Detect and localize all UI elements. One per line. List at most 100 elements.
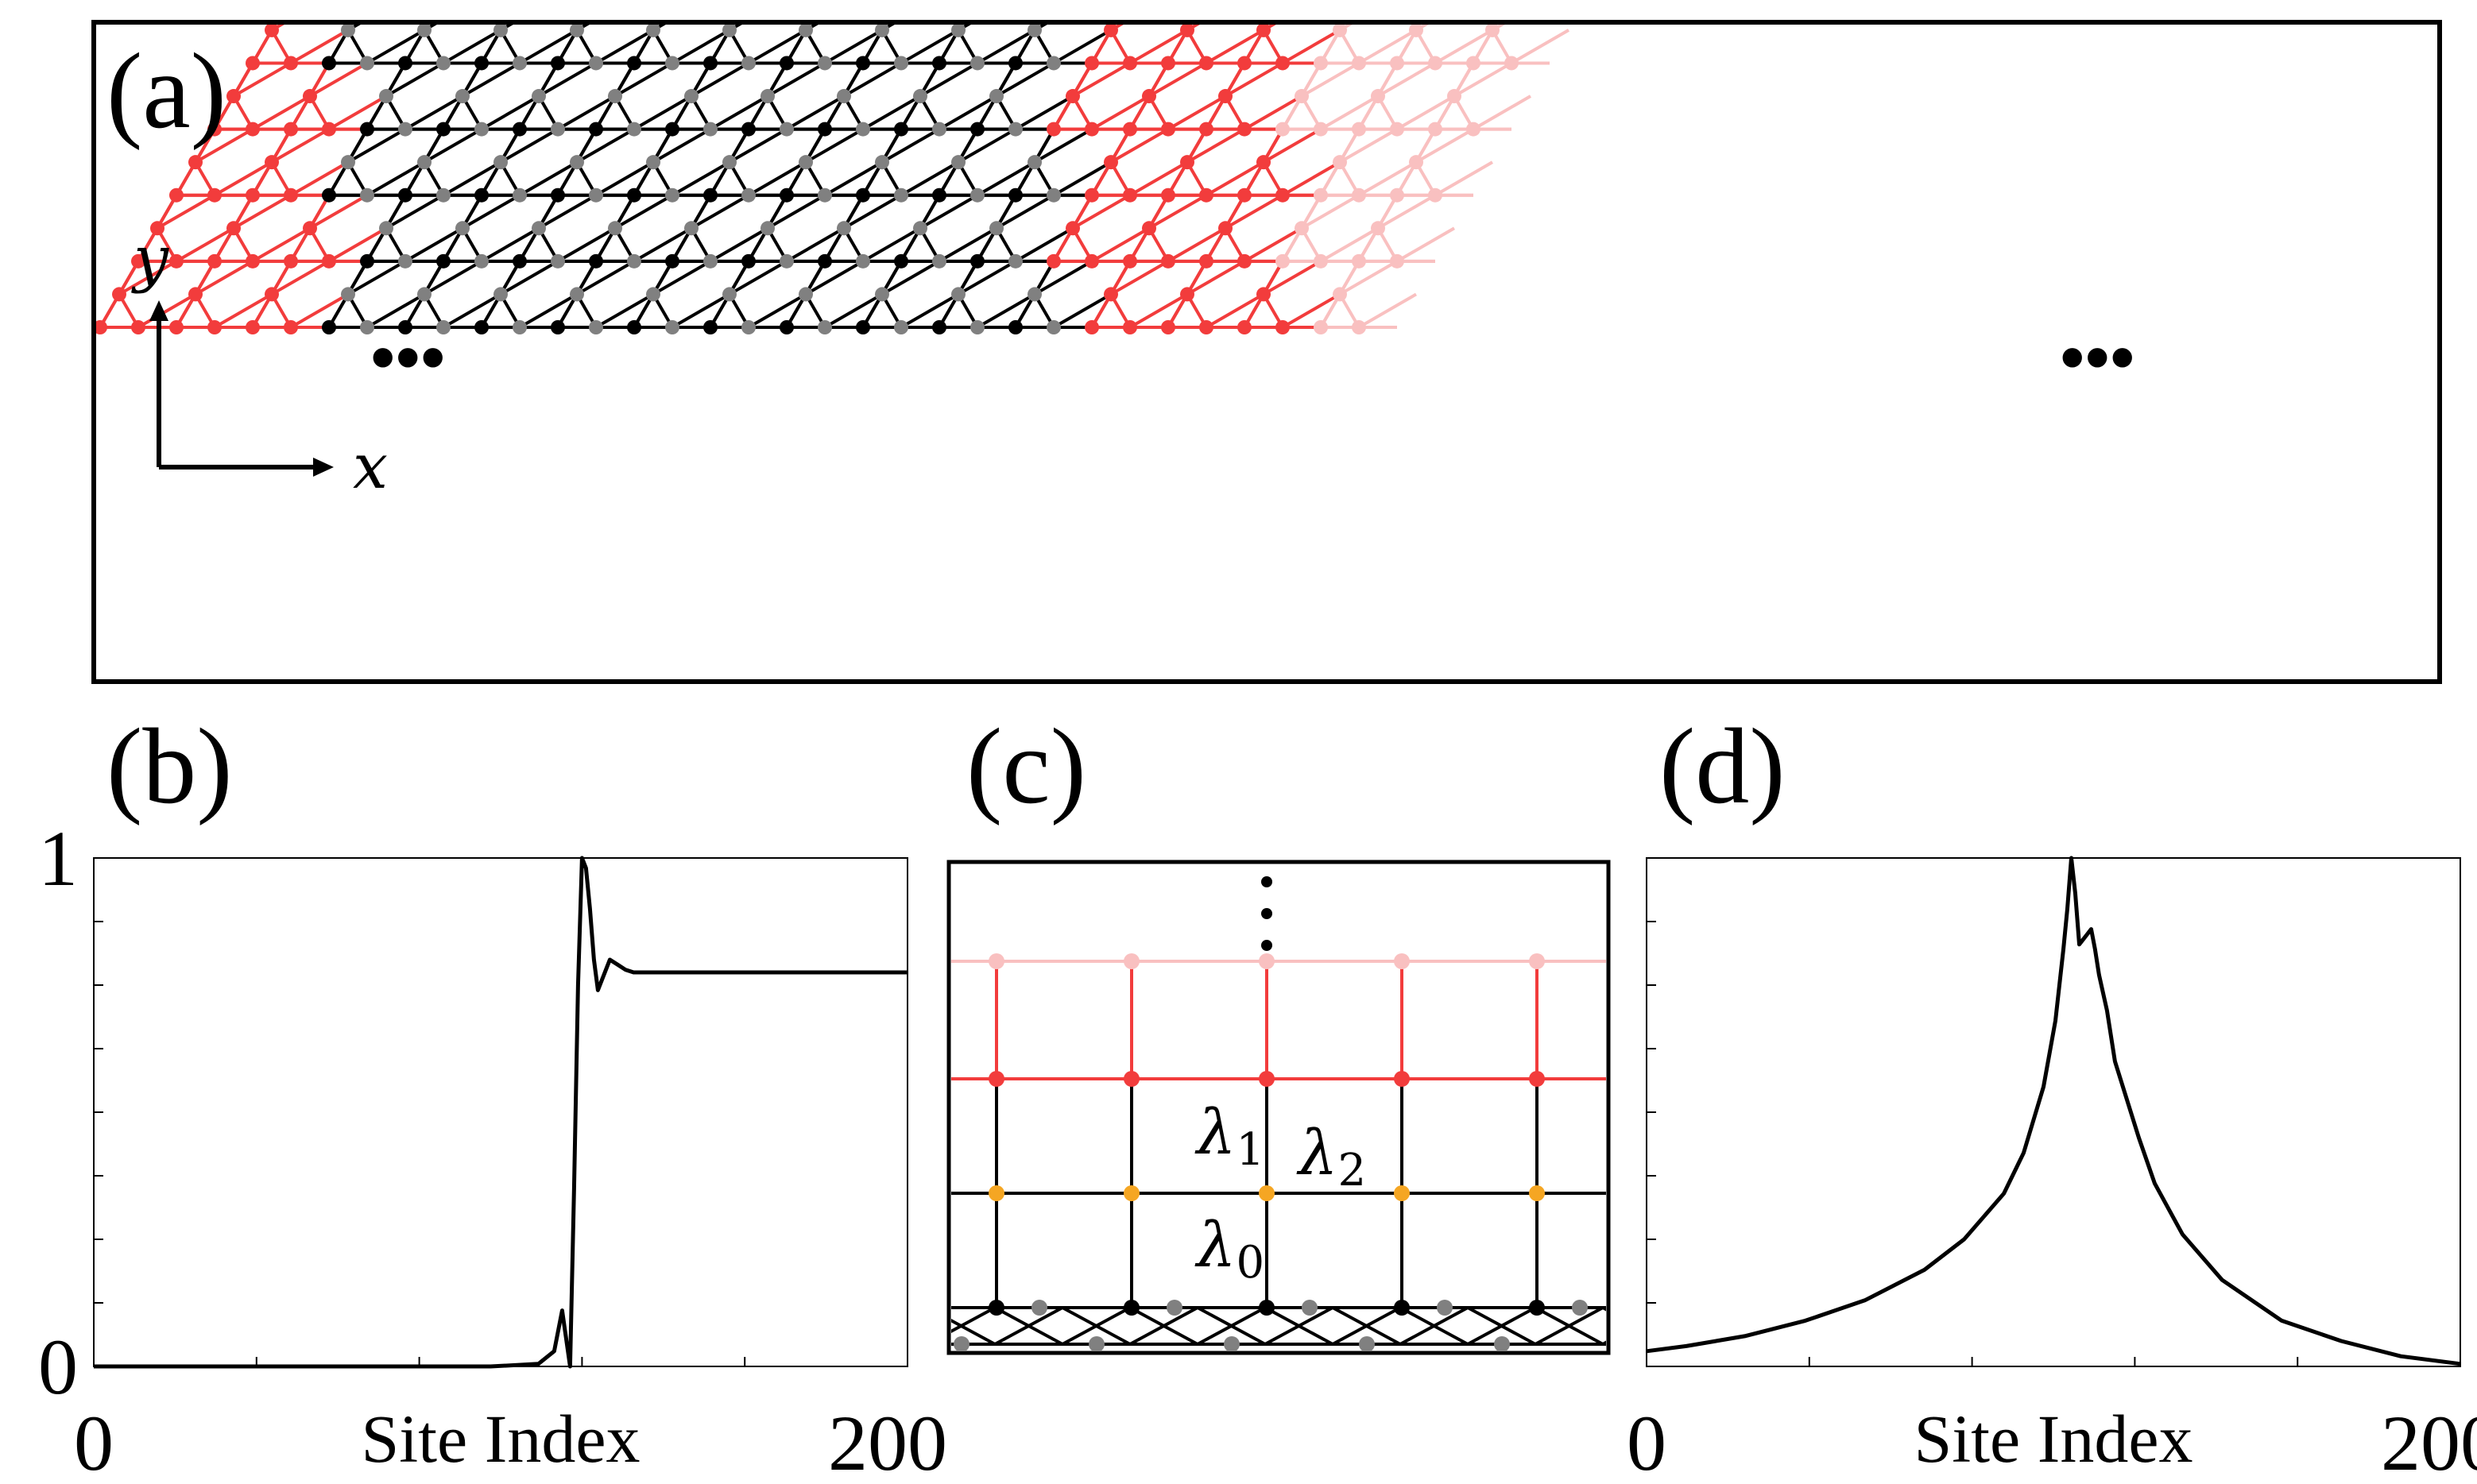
lattice-site: [532, 221, 546, 236]
ellipsis-dot: [1261, 940, 1272, 951]
lattice-bond: [958, 260, 1016, 296]
lattice-site: [1352, 320, 1366, 334]
layer-site: [1529, 1185, 1545, 1201]
lattice-site: [894, 187, 908, 203]
lattice-site: [1085, 0, 1099, 4]
panel-d: (d) 0 200 Site Index: [1627, 707, 2477, 1484]
lattice-bond: [1071, 61, 1132, 98]
edge-site: [1302, 1300, 1318, 1316]
lattice-site: [398, 56, 412, 71]
lattice-site: [1085, 56, 1099, 71]
panel-b-frame: [93, 857, 908, 1367]
lattice-bond: [1243, 95, 1303, 131]
lattice-site: [1352, 122, 1366, 137]
lattice-site: [1333, 25, 1347, 37]
lattice-bond: [881, 127, 940, 164]
lattice-site: [303, 221, 317, 236]
lattice-bond: [519, 29, 578, 65]
lattice-site: [246, 122, 260, 137]
lattice-site: [627, 253, 641, 269]
lattice-bond: [900, 292, 959, 329]
lattice-site: [436, 253, 451, 269]
lattice-site: [379, 89, 393, 104]
lattice-site: [1104, 287, 1118, 302]
lattice-bond: [443, 292, 501, 329]
lattice-site: [436, 0, 451, 4]
lattice-bond: [443, 29, 501, 65]
lattice-site: [1142, 89, 1156, 104]
lattice-site: [398, 122, 412, 137]
ellipsis-dot: [1261, 876, 1272, 887]
data-line: [94, 856, 908, 1369]
lattice-site: [1066, 221, 1080, 236]
lattice-site: [1047, 0, 1061, 4]
layer-site: [989, 953, 1004, 969]
lattice-site: [932, 0, 946, 4]
lattice-bond: [308, 61, 369, 98]
lattice-site: [246, 56, 260, 71]
lattice-site: [837, 221, 851, 236]
lattice-site: [627, 0, 641, 4]
lattice-site: [246, 320, 260, 334]
edge-site: [1224, 1336, 1240, 1351]
lattice-site: [1352, 253, 1366, 269]
lattice-site: [780, 187, 794, 203]
lattice-site: [379, 221, 393, 236]
lattice-bond: [1358, 29, 1417, 65]
lattice-bond: [595, 292, 654, 329]
lattice-bond: [748, 29, 807, 65]
lattice-site: [722, 25, 737, 37]
lattice-bond: [1186, 127, 1245, 164]
lattice-bond: [385, 193, 444, 230]
lattice-site: [551, 122, 565, 137]
lattice-bond: [290, 29, 349, 65]
lattice-bond: [1377, 193, 1436, 230]
lattice-bond: [995, 61, 1055, 98]
lattice-bond: [671, 29, 730, 65]
lattice-site: [1047, 253, 1061, 269]
lattice-bond: [1434, 160, 1494, 197]
lattice-bond: [1415, 127, 1474, 164]
lattice-bond: [195, 127, 254, 164]
lattice-bond: [347, 127, 406, 164]
lattice-bond: [424, 127, 482, 164]
lattice-bond: [1129, 29, 1188, 65]
lattice-site: [1199, 56, 1213, 71]
lattice-site: [1218, 89, 1233, 104]
lattice-site: [1409, 155, 1423, 170]
lattice-site: [188, 287, 203, 302]
lattice-site: [1199, 320, 1213, 334]
lattice-bond: [1300, 61, 1360, 98]
lattice-bond: [633, 95, 693, 131]
lattice-site: [1199, 122, 1213, 137]
lattice-site: [1314, 253, 1328, 269]
lattice-bond: [691, 193, 749, 230]
edge-bond: [1264, 1306, 1333, 1346]
lattice-bond: [1014, 95, 1074, 131]
edge-site: [1394, 1300, 1410, 1316]
lattice-site: [1352, 187, 1366, 203]
lattice-site: [1237, 56, 1252, 71]
lattice-site: [1256, 287, 1271, 302]
lattice-site: [322, 122, 336, 137]
lattice-site: [780, 0, 794, 4]
lattice-site: [284, 320, 298, 334]
ellipsis-dot: [1261, 908, 1272, 919]
lattice-site: [341, 155, 355, 170]
lattice-bond: [118, 260, 177, 296]
edge-bond: [1399, 1306, 1469, 1346]
lattice-bond: [1301, 193, 1360, 230]
lattice-site: [951, 287, 966, 302]
panel-a-label: (a): [106, 32, 226, 151]
lattice-site: [1295, 89, 1309, 104]
lattice-bond: [1206, 292, 1264, 329]
lattice-site: [436, 122, 451, 137]
lattice-site: [1256, 155, 1271, 170]
lattice-bond: [1205, 160, 1265, 197]
lattice-bond: [690, 61, 750, 98]
lattice-bond: [747, 160, 807, 197]
lattice-site: [1390, 122, 1404, 137]
lattice-bond: [195, 260, 254, 296]
lattice-bond: [861, 95, 922, 131]
lattice-site: [417, 155, 432, 170]
